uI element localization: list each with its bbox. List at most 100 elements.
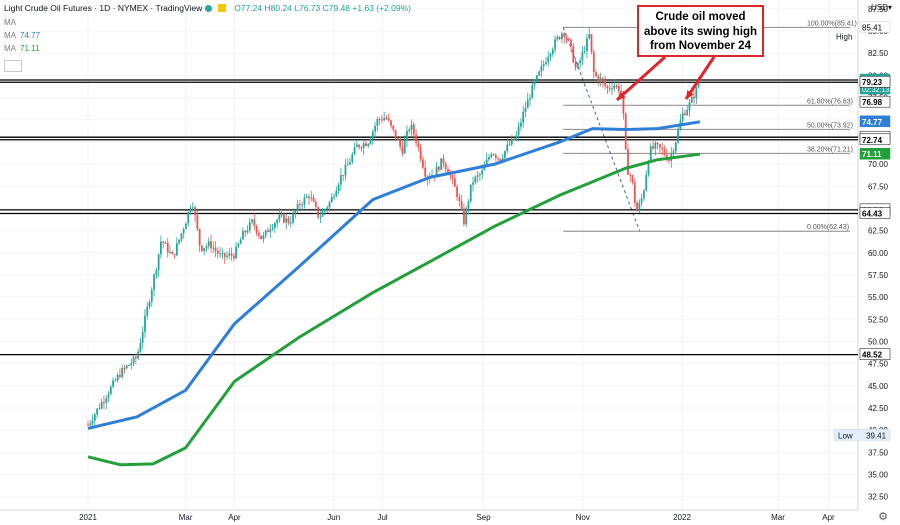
candle-body [522, 112, 525, 123]
candle-body [579, 60, 582, 64]
y-tick-label: 47.50 [868, 360, 889, 369]
symbol-title[interactable]: Light Crude Oil Futures · 1D · NYMEX · T… [4, 3, 203, 13]
candle-body [162, 241, 165, 243]
candle-body [146, 306, 149, 316]
candle-body [444, 163, 447, 170]
fib-level-label: 61.80%(76.63) [807, 98, 853, 105]
collapse-legend-button[interactable] [4, 60, 22, 72]
candle-body [563, 33, 566, 38]
candle-body [604, 81, 607, 86]
candle-body [690, 96, 693, 103]
candle-body [134, 356, 137, 359]
candle-body [567, 38, 570, 40]
candle-body [298, 203, 301, 206]
candle-body [424, 167, 427, 177]
candle-body [319, 216, 322, 218]
candle-body [595, 72, 597, 77]
candle-body [531, 84, 534, 99]
candle-body [633, 182, 636, 203]
candle-body [513, 138, 515, 140]
ma-slow-line [87, 152, 701, 467]
candle-body [130, 363, 133, 366]
candle-body [506, 144, 509, 152]
candle-body [476, 175, 479, 177]
candle-body [185, 223, 187, 230]
candle-body [230, 253, 233, 256]
candle-body [105, 398, 108, 403]
candle-body [333, 196, 335, 198]
candle-body [440, 158, 443, 170]
candle-body [406, 131, 408, 141]
candle-body [273, 223, 276, 228]
candle-body [310, 197, 313, 199]
currency-label: USD [871, 3, 888, 12]
candle-body [216, 250, 219, 254]
candle-body [324, 209, 326, 212]
y-tick-label: 57.50 [868, 271, 889, 280]
candle-body [636, 202, 638, 212]
candle-body [392, 125, 395, 130]
price-label: 72.74 [862, 136, 883, 145]
candle-body [349, 162, 351, 165]
candle-body [353, 147, 356, 155]
candle-body [121, 367, 124, 377]
ma-legend-top[interactable]: MA [4, 18, 16, 27]
price-label-box [859, 207, 891, 219]
candle-body [581, 52, 584, 61]
candle-body [456, 186, 458, 198]
flag-icon[interactable] [218, 4, 227, 12]
candle-body [545, 62, 547, 65]
price-label-box [859, 147, 891, 160]
candle-body [652, 146, 654, 149]
candle-body [228, 253, 231, 256]
price-label: 64.43 [862, 209, 883, 218]
candle-body [535, 75, 538, 82]
candle-body [451, 175, 454, 179]
candle-body [93, 414, 96, 421]
candle-body [221, 253, 224, 255]
candle-body [554, 39, 556, 50]
fib-level-label: 38.20%(71.21) [807, 146, 853, 153]
candle-body [317, 206, 320, 218]
candle-body [572, 45, 575, 63]
currency-selector[interactable]: USD▾ [871, 3, 892, 12]
candle-body [189, 208, 192, 212]
candle-body [658, 144, 661, 148]
candle-body [264, 230, 267, 236]
ma-label: MA [4, 18, 16, 27]
candle-body [128, 365, 130, 367]
callout-arrow [684, 56, 716, 100]
candle-body [178, 239, 181, 244]
candle-body [276, 220, 279, 224]
ma-legend-blue[interactable]: MA 74.77 [4, 31, 40, 40]
candle-body [656, 142, 659, 145]
candle-body [504, 151, 506, 159]
candle-body [201, 245, 203, 251]
annotation-callout: Crude oil moved above its swing high fro… [637, 5, 764, 57]
candle-body [697, 80, 700, 88]
candle-body [292, 213, 294, 223]
candle-body [232, 255, 235, 259]
gear-icon[interactable]: ⚙ [878, 511, 888, 523]
candle-body [262, 235, 265, 240]
x-tick-label: Mar [771, 513, 785, 522]
high-label: High [836, 32, 852, 41]
candle-body [622, 91, 625, 114]
price-label: 48.52 [862, 351, 883, 360]
candle-body [114, 380, 117, 382]
price-label-box [859, 115, 891, 128]
ma-legend-green[interactable]: MA 71.11 [4, 44, 39, 53]
candle-body [688, 102, 691, 111]
price-label: 74.77 [862, 118, 883, 127]
candle-body [269, 229, 272, 233]
candle-body [524, 108, 527, 113]
candle-body [235, 246, 237, 259]
candle-body [314, 201, 317, 207]
candle-body [365, 143, 367, 146]
candles-group [87, 27, 700, 429]
candle-body [171, 251, 174, 255]
y-tick-label: 82.50 [868, 49, 889, 58]
candle-body [173, 254, 176, 256]
candle-body [255, 225, 258, 233]
